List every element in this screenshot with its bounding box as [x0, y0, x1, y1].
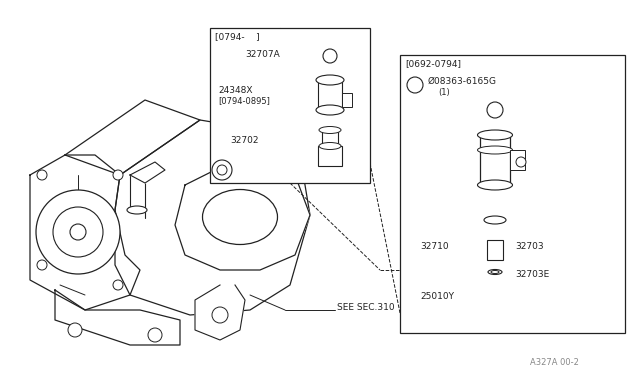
Circle shape — [53, 207, 103, 257]
Ellipse shape — [316, 105, 344, 115]
Ellipse shape — [477, 146, 513, 154]
Polygon shape — [30, 155, 140, 310]
Bar — [322, 130, 338, 146]
Polygon shape — [195, 285, 245, 340]
Bar — [318, 80, 342, 110]
Text: 25010Y: 25010Y — [420, 292, 454, 301]
Polygon shape — [115, 120, 310, 315]
Text: Ø08363-6165G: Ø08363-6165G — [428, 77, 497, 86]
Circle shape — [323, 49, 337, 63]
Text: 32710: 32710 — [420, 242, 449, 251]
Bar — [210, 28, 370, 183]
Ellipse shape — [202, 189, 278, 244]
Bar — [400, 55, 625, 333]
Ellipse shape — [127, 206, 147, 214]
Circle shape — [148, 328, 162, 342]
Bar — [342, 93, 352, 107]
Text: 32707A: 32707A — [245, 50, 280, 59]
Circle shape — [217, 165, 227, 175]
Text: SEE SEC.310: SEE SEC.310 — [337, 303, 395, 312]
Ellipse shape — [484, 216, 506, 224]
Text: [0692-0794]: [0692-0794] — [405, 59, 461, 68]
Ellipse shape — [319, 126, 341, 134]
Ellipse shape — [477, 130, 513, 140]
Ellipse shape — [319, 142, 341, 150]
Bar — [510, 150, 525, 170]
Circle shape — [36, 190, 120, 274]
Polygon shape — [65, 100, 200, 175]
Text: A327A 00-2: A327A 00-2 — [530, 358, 579, 367]
Bar — [318, 146, 342, 166]
Circle shape — [37, 170, 47, 180]
Text: [0794-0895]: [0794-0895] — [218, 96, 270, 105]
Ellipse shape — [477, 180, 513, 190]
Ellipse shape — [316, 75, 344, 85]
Text: 32702: 32702 — [230, 136, 259, 145]
Circle shape — [113, 170, 123, 180]
Polygon shape — [55, 290, 180, 345]
Text: 32703E: 32703E — [515, 270, 549, 279]
Circle shape — [407, 77, 423, 93]
Circle shape — [487, 102, 503, 118]
Text: [0794-    ]: [0794- ] — [215, 32, 260, 41]
Circle shape — [212, 307, 228, 323]
Text: 24348X: 24348X — [218, 86, 253, 95]
Circle shape — [113, 280, 123, 290]
Text: 32703: 32703 — [515, 242, 543, 251]
Circle shape — [212, 160, 232, 180]
Circle shape — [37, 260, 47, 270]
Ellipse shape — [488, 269, 502, 275]
Text: (1): (1) — [438, 88, 450, 97]
Bar — [480, 135, 510, 185]
Polygon shape — [175, 165, 310, 270]
Ellipse shape — [491, 270, 499, 273]
Bar — [487, 240, 503, 260]
Circle shape — [68, 323, 82, 337]
Polygon shape — [130, 162, 165, 183]
Circle shape — [516, 157, 526, 167]
Circle shape — [70, 224, 86, 240]
